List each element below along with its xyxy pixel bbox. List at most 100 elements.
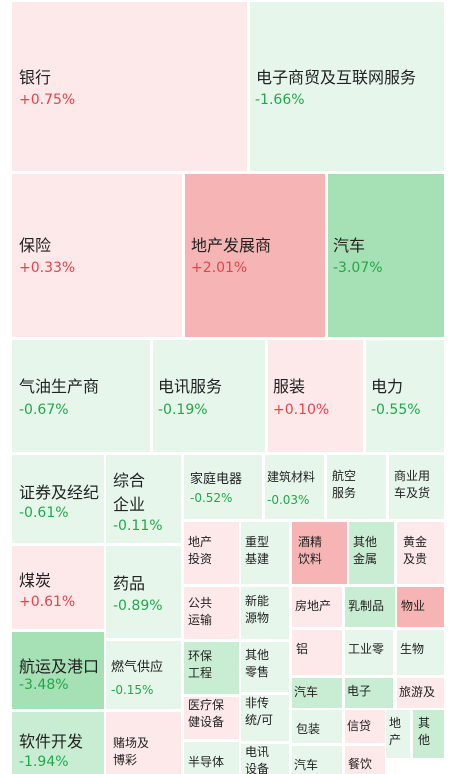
heatmap-cell-shangye[interactable]: 商业用 车及货 [389, 455, 444, 519]
heatmap-cell-huangjin[interactable]: 黄金 及贵 [397, 522, 444, 584]
sector-name: 旅游及 [399, 685, 436, 699]
heatmap-cell-dianxun[interactable]: 电讯服务 -0.19% [153, 340, 265, 452]
sector-change: -1.94% [19, 754, 69, 770]
sector-name: 药品 [113, 574, 146, 593]
sector-name: 黄金 及贵 [403, 535, 428, 566]
sector-name: 公共 运输 [188, 596, 213, 627]
sector-name: 燃气供应 [111, 660, 164, 675]
heatmap-cell-hangyun[interactable]: 航运及港口 -3.48% [12, 632, 104, 709]
sector-name: 重型 基建 [245, 535, 270, 566]
heatmap-cell-bandaoti[interactable]: 半导体 [184, 742, 239, 774]
heatmap-cell-canyin[interactable]: 餐饮 [345, 746, 385, 774]
heatmap-cell-huanbao[interactable]: 环保 工程 [184, 642, 239, 694]
heatmap-cell-qita-lingshou[interactable]: 其他 零售 [241, 642, 289, 692]
sector-name: 物业 [401, 599, 426, 613]
sector-name: 包装 [296, 722, 321, 736]
heatmap-cell-jiujing[interactable]: 酒精 饮料 [292, 522, 347, 584]
heatmap-cell-jianzhu[interactable]: 建筑材料 -0.03% [265, 455, 324, 519]
sector-change: -3.48% [19, 677, 69, 693]
heatmap-cell-feinai[interactable]: 非传 统/可 [241, 695, 289, 741]
heatmap-cell-dianzi[interactable]: 电子 [345, 678, 393, 708]
sector-name: 汽车 [294, 758, 319, 772]
sector-change: -0.61% [19, 505, 69, 521]
heatmap-cell-lv[interactable]: 铝 [292, 630, 342, 675]
sector-name: 酒精 饮料 [298, 535, 323, 566]
sector-name: 综合 企业 [113, 471, 146, 514]
heatmap-cell-yaopin[interactable]: 药品 -0.89% [106, 546, 181, 638]
sector-name: 电讯服务 [158, 377, 223, 396]
heatmap-cell-ruzhipin[interactable]: 乳制品 [345, 587, 395, 627]
sector-name: 工业零 [348, 642, 385, 656]
sector-change: +0.33% [19, 260, 76, 276]
heatmap-cell-dichan-small[interactable]: 地 产 [386, 710, 410, 758]
heatmap-cell-dichan-touzi[interactable]: 地产 投资 [184, 522, 239, 584]
heatmap-cell-qiche-bottom[interactable]: 汽车 [292, 746, 342, 774]
sector-change: +0.75% [19, 92, 76, 108]
sector-name: 服装 [273, 377, 306, 396]
sector-name: 生物 [400, 642, 425, 656]
sector-name: 其他 金属 [353, 535, 378, 566]
heatmap-cell-zonghe[interactable]: 综合 企业 -0.11% [106, 455, 181, 543]
heatmap-cell-qiche-small[interactable]: 汽车 [292, 678, 342, 708]
sector-change: -3.07% [333, 260, 383, 276]
sector-name: 信贷 [347, 719, 372, 733]
heatmap-cell-ruanjian[interactable]: 软件开发 -1.94% [12, 712, 104, 774]
heatmap-cell-wuye[interactable]: 物业 [397, 587, 444, 627]
heatmap-cell-yiliao[interactable]: 医疗保 健设备 [184, 697, 239, 739]
heatmap-cell-duchang[interactable]: 赌场及 博彩 [106, 712, 181, 774]
heatmap-cell-gonggong[interactable]: 公共 运输 [184, 587, 239, 639]
sector-name: 航空 服务 [332, 469, 357, 500]
sector-name: 煤炭 [19, 571, 52, 590]
heatmap-cell-ranqi[interactable]: 燃气供应 -0.15% [106, 641, 181, 709]
heatmap-cell-meitan[interactable]: 煤炭 +0.61% [12, 546, 104, 629]
sector-name: 房地产 [295, 599, 332, 613]
sector-name: 餐饮 [348, 757, 373, 771]
sector-change: -0.15% [111, 683, 154, 697]
sector-change: -0.52% [190, 491, 233, 505]
heatmap-cell-fangdichan[interactable]: 房地产 [292, 587, 342, 627]
sector-name: 电子 [347, 684, 372, 698]
sector-name: 铝 [296, 642, 309, 656]
heatmap-cell-qiche-big[interactable]: 汽车 -3.07% [328, 174, 444, 337]
heatmap-cell-zhongxing[interactable]: 重型 基建 [241, 522, 289, 584]
heatmap-cell-qita-small[interactable]: 其 他 [413, 710, 444, 758]
heatmap-cell-jiating[interactable]: 家庭电器 -0.52% [184, 455, 262, 519]
heatmap-cell-xinneng[interactable]: 新能 源物 [241, 587, 289, 639]
heatmap-cell-shengwu[interactable]: 生物 [397, 630, 444, 675]
heatmap-cell-hangkong[interactable]: 航空 服务 [327, 455, 386, 519]
sector-name: 乳制品 [348, 599, 385, 613]
heatmap-cell-fuzhuang[interactable]: 服装 +0.10% [268, 340, 363, 452]
sector-change: +0.10% [273, 402, 330, 418]
heatmap-cell-xindai[interactable]: 信贷 [345, 710, 385, 743]
sector-change: -0.19% [158, 402, 208, 418]
heatmap-cell-gongyeling[interactable]: 工业零 [345, 630, 393, 675]
sector-name: 建筑材料 [267, 470, 316, 484]
sector-name: 家庭电器 [190, 472, 243, 487]
heatmap-cell-baoxian[interactable]: 保险 +0.33% [12, 174, 182, 337]
sector-name: 保险 [19, 236, 52, 255]
sector-name: 软件开发 [19, 732, 84, 751]
sector-name: 商业用 车及货 [394, 469, 431, 500]
heatmap-cell-zhengquan[interactable]: 证券及经纪 -0.61% [12, 455, 104, 543]
sector-name: 其他 零售 [245, 648, 270, 679]
sector-name: 环保 工程 [188, 649, 213, 680]
sector-change: -1.66% [255, 92, 305, 108]
sector-change: -0.67% [19, 402, 69, 418]
heatmap-cell-baozhuang[interactable]: 包装 [292, 710, 342, 743]
heatmap-cell-lvyou[interactable]: 旅游及 [397, 678, 444, 708]
sector-change: +0.61% [19, 594, 76, 610]
sector-name: 其 他 [418, 716, 431, 747]
heatmap-cell-dianxun-sb[interactable]: 电讯 设备 [241, 744, 289, 774]
sector-name: 电讯 设备 [245, 745, 270, 774]
sector-name: 汽车 [294, 685, 319, 699]
heatmap-cell-dianli[interactable]: 电力 -0.55% [366, 340, 444, 452]
heatmap-cell-dichanfazhan[interactable]: 地产发展商 +2.01% [185, 174, 325, 337]
sector-name: 电子商贸及互联网服务 [256, 68, 417, 87]
heatmap-cell-dianzishangmao[interactable]: 电子商贸及互联网服务 -1.66% [250, 2, 444, 171]
heatmap-cell-yinhang[interactable]: 银行 +0.75% [12, 2, 247, 171]
heatmap-cell-qita-jinshu[interactable]: 其他 金属 [349, 522, 394, 584]
sector-change: +2.01% [191, 260, 248, 276]
heatmap-cell-qiyou[interactable]: 气油生产商 -0.67% [12, 340, 150, 452]
sector-name: 银行 [19, 68, 52, 87]
sector-name: 气油生产商 [19, 377, 100, 396]
